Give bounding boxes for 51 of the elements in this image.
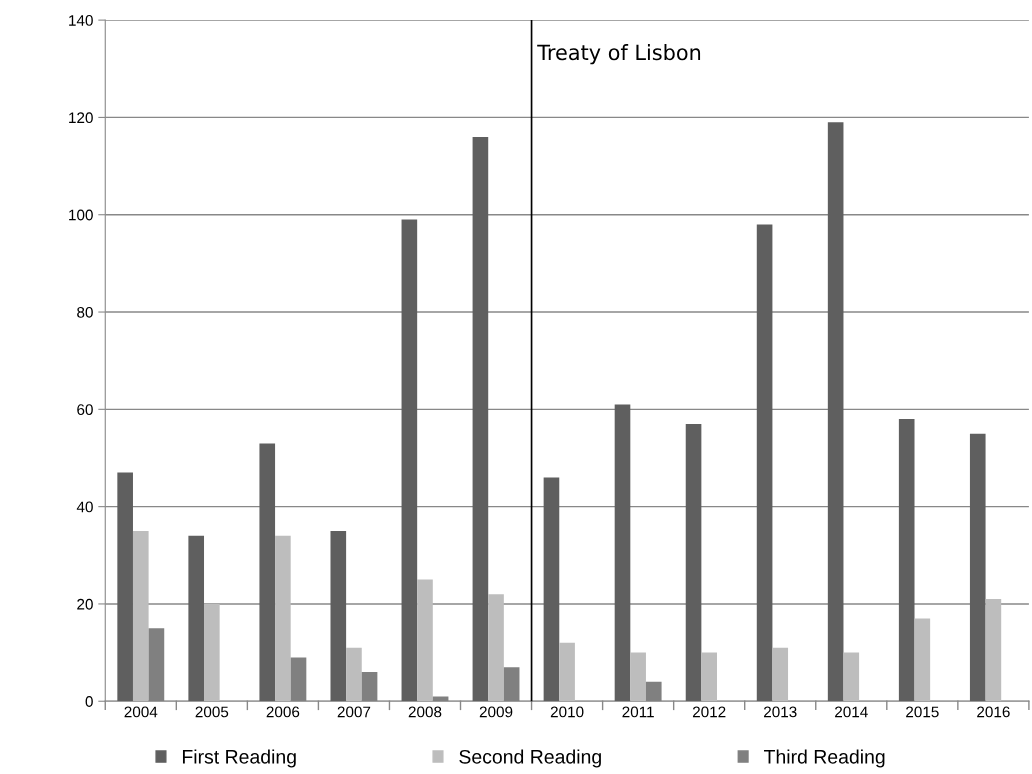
x-tick-label: 2004	[124, 706, 158, 718]
bar	[772, 647, 789, 702]
y-tick-label: 0	[85, 696, 93, 707]
bar	[259, 443, 276, 702]
bar	[843, 652, 860, 702]
legend-label: Third Reading	[764, 749, 885, 768]
ref-line-label: Treaty of Lisbon	[537, 44, 701, 65]
bar	[969, 433, 986, 702]
y-tick-label: 20	[77, 598, 93, 610]
y-tick-label: 140	[69, 14, 93, 26]
y-tick-label: 100	[69, 209, 93, 221]
x-tick-label: 2015	[906, 706, 939, 718]
bar	[188, 535, 205, 702]
x-tick-label: 2005	[195, 706, 229, 718]
legend-label: Second Reading	[459, 749, 601, 768]
bar	[543, 477, 560, 702]
x-tick-label: 2010	[550, 706, 584, 718]
bar	[985, 599, 1002, 702]
bar	[330, 530, 347, 702]
bar	[275, 535, 291, 702]
bar	[898, 419, 915, 702]
bar	[756, 224, 773, 702]
bar	[559, 642, 575, 702]
legend-label: First Reading	[182, 749, 296, 768]
y-tick-label: 80	[77, 306, 93, 318]
x-tick-label: 2012	[692, 706, 726, 718]
bar	[417, 579, 433, 702]
bar	[204, 603, 220, 702]
y-tick-label: 120	[69, 112, 93, 124]
bar	[630, 652, 646, 702]
bar	[914, 618, 931, 702]
y-tick-label: 40	[76, 501, 93, 513]
x-tick-label: 2014	[835, 706, 868, 718]
x-tick-label: 2016	[977, 706, 1010, 718]
x-tick-label: 2013	[764, 706, 797, 718]
bar	[472, 136, 489, 702]
bar	[614, 404, 631, 702]
bar	[685, 423, 702, 702]
bar	[117, 472, 133, 702]
x-tick-label: 2009	[479, 706, 513, 718]
bar	[488, 594, 504, 702]
bar	[346, 647, 362, 702]
x-tick-label: 2011	[622, 706, 654, 718]
y-tick-label: 60	[77, 404, 93, 416]
bar	[701, 652, 717, 702]
x-tick-label: 2007	[337, 706, 371, 718]
x-tick-label: 2006	[266, 706, 300, 718]
bar	[827, 122, 844, 702]
x-tick-label: 2008	[408, 706, 442, 718]
bar	[401, 219, 418, 702]
bar	[132, 530, 149, 702]
